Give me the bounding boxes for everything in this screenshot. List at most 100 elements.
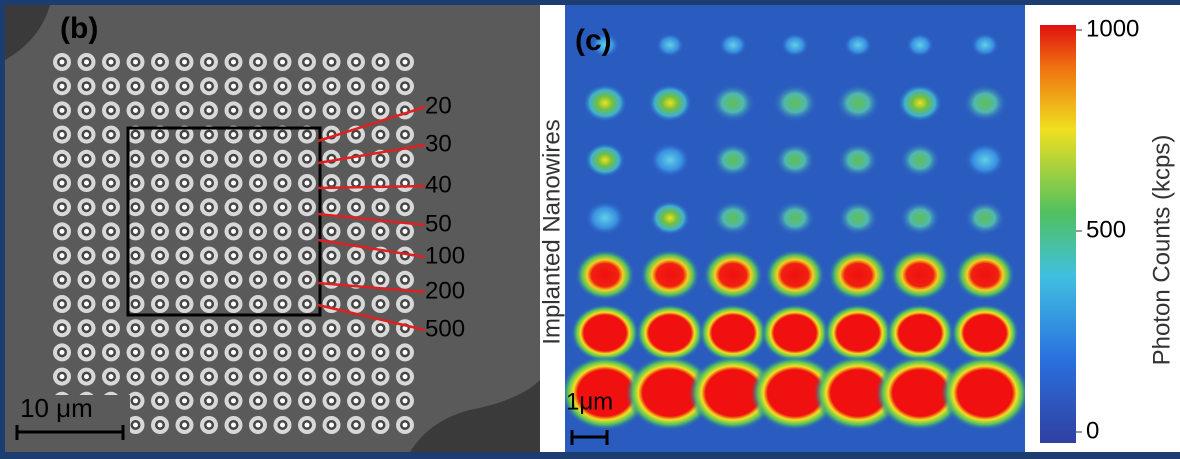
- pl-spot: [719, 33, 747, 57]
- nanowire-tip: [280, 205, 285, 210]
- nanowire-tip: [207, 108, 212, 113]
- nanowire-tip: [84, 229, 89, 234]
- nanowire-tip: [182, 60, 187, 65]
- nanowire-tip: [403, 205, 408, 210]
- nanowire-tip: [133, 253, 138, 258]
- nanowire-tip: [280, 84, 285, 89]
- pl-panel: (c) 1μm: [561, 5, 1029, 452]
- nanowire-tip: [329, 326, 334, 331]
- pl-spot: [575, 250, 635, 301]
- pl-spot: [955, 250, 1015, 301]
- nanowire-tip: [231, 156, 236, 161]
- nanowire-tip: [109, 181, 114, 186]
- nanowire-tip: [305, 84, 310, 89]
- nanowire-tip: [158, 181, 163, 186]
- nanowire-tip: [256, 423, 261, 428]
- nanowire-tip: [231, 181, 236, 186]
- nanowire-tip: [109, 132, 114, 137]
- nanowire-tip: [354, 84, 359, 89]
- nanowire-tip: [207, 156, 212, 161]
- nanowire-tip: [378, 302, 383, 307]
- nanowire-tip: [378, 205, 383, 210]
- colorbar-tick-label: 0: [1086, 417, 1099, 444]
- nanowire-tip: [329, 423, 334, 428]
- nanowire-tip: [109, 229, 114, 234]
- nanowire-tip: [256, 350, 261, 355]
- nanowire-tip: [378, 181, 383, 186]
- nanowire-tip: [305, 398, 310, 403]
- nanowire-tip: [182, 253, 187, 258]
- pl-spot: [699, 304, 767, 362]
- nanowire-tip: [60, 229, 65, 234]
- colorbar-tick-label: 500: [1086, 216, 1126, 243]
- nanowire-tip: [109, 302, 114, 307]
- pl-spot: [656, 33, 684, 57]
- nanowire-tip: [378, 326, 383, 331]
- dose-label: 50: [425, 210, 452, 237]
- nanowire-tip: [84, 156, 89, 161]
- nanowire-tip: [133, 132, 138, 137]
- pl-spot: [703, 250, 763, 301]
- nanowire-tip: [182, 132, 187, 137]
- nanowire-tip: [305, 132, 310, 137]
- nanowire-tip: [378, 350, 383, 355]
- page: 20304050100200500 (b) 10 μm (c) 1μm Impl…: [0, 0, 1180, 459]
- nanowire-tip: [354, 326, 359, 331]
- panel-label: (b): [60, 12, 98, 45]
- pl-spot: [941, 356, 1029, 431]
- nanowire-tip: [84, 205, 89, 210]
- nanowire-tip: [133, 60, 138, 65]
- nanowire-tip: [378, 423, 383, 428]
- pl-spot: [585, 143, 625, 177]
- dose-label: 30: [425, 130, 452, 157]
- pl-spot: [971, 33, 999, 57]
- nanowire-tip: [256, 374, 261, 379]
- pl-spot: [640, 250, 700, 301]
- nanowire-tip: [158, 326, 163, 331]
- nanowire-tip: [182, 398, 187, 403]
- nanowire-tip: [133, 398, 138, 403]
- nanowire-tip: [182, 374, 187, 379]
- nanowire-tip: [354, 205, 359, 210]
- nanowire-tip: [305, 253, 310, 258]
- pl-spot: [650, 143, 690, 177]
- nanowire-tip: [84, 84, 89, 89]
- nanowire-tip: [256, 326, 261, 331]
- pl-spot: [838, 143, 878, 177]
- nanowire-tip: [133, 108, 138, 113]
- nanowire-tip: [378, 132, 383, 137]
- nanowire-tip: [133, 84, 138, 89]
- nanowire-tip: [378, 60, 383, 65]
- nanowire-tip: [256, 108, 261, 113]
- nanowire-tip: [280, 156, 285, 161]
- nanowire-tip: [329, 205, 334, 210]
- nanowire-tip: [158, 156, 163, 161]
- nanowire-tip: [60, 253, 65, 258]
- nanowire-tip: [256, 156, 261, 161]
- nanowire-tip: [354, 302, 359, 307]
- nanowire-tip: [84, 253, 89, 258]
- nanowire-tip: [256, 205, 261, 210]
- nanowire-tip: [305, 326, 310, 331]
- nanowire-tip: [329, 60, 334, 65]
- dose-label: 100: [425, 242, 465, 269]
- nanowire-tip: [403, 350, 408, 355]
- nanowire-tip: [256, 277, 261, 282]
- dose-label: 40: [425, 171, 452, 198]
- nanowire-tip: [109, 326, 114, 331]
- pl-spot: [965, 201, 1005, 235]
- nanowire-tip: [280, 181, 285, 186]
- nanowire-tip: [231, 350, 236, 355]
- nanowire-tip: [256, 181, 261, 186]
- nanowire-tip: [84, 132, 89, 137]
- nanowire-tip: [60, 277, 65, 282]
- nanowire-tip: [329, 398, 334, 403]
- nanowire-tip: [280, 350, 285, 355]
- pl-spot: [648, 84, 692, 121]
- nanowire-tip: [207, 84, 212, 89]
- nanowire-tip: [231, 326, 236, 331]
- nanowire-tip: [207, 423, 212, 428]
- nanowire-tip: [60, 132, 65, 137]
- nanowire-tip: [305, 350, 310, 355]
